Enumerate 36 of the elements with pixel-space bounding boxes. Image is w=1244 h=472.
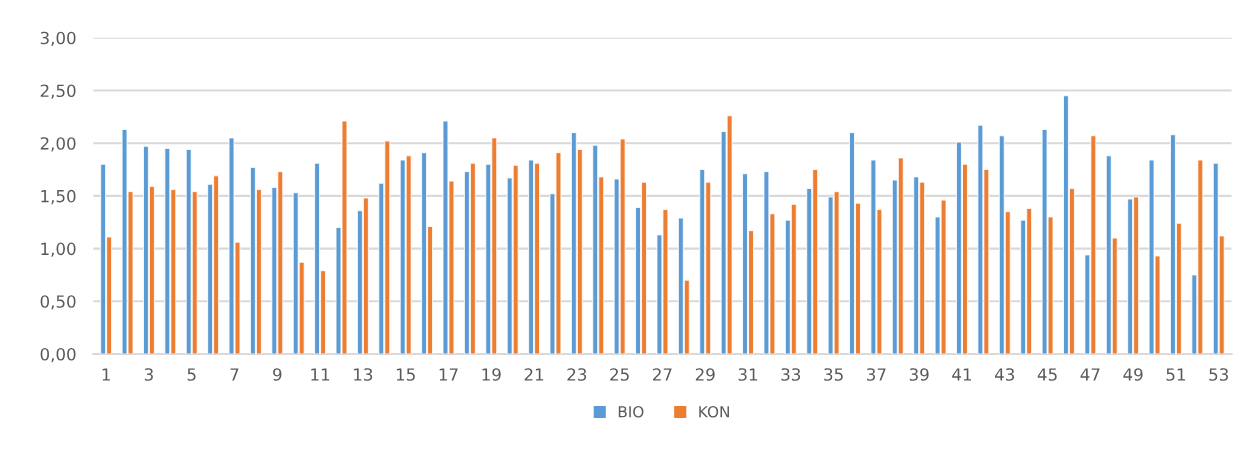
y-tick-label: 1,00 [41, 242, 76, 257]
x-tick-label: 25 [610, 368, 629, 381]
x-tick-label: 43 [994, 368, 1015, 381]
x-tick-label: 23 [567, 368, 587, 381]
x-tick-label: 51 [1166, 368, 1185, 381]
x-tick-label: 13 [354, 368, 373, 381]
x-tick-label: 5 [187, 368, 196, 381]
x-tick-label: 33 [781, 368, 801, 381]
x-tick-label: 17 [439, 368, 458, 381]
y-tick-label: 2,50 [40, 84, 76, 99]
x-tick-label: 15 [396, 368, 415, 381]
y-tick-label: 2,00 [40, 137, 76, 152]
x-tick-label: 27 [653, 368, 672, 381]
legend-label: BIO [618, 405, 644, 418]
x-tick-label: 49 [1123, 368, 1143, 381]
x-tick-label: 47 [1080, 368, 1100, 381]
y-tick-label: 0,50 [40, 295, 76, 310]
legend-label: KON [699, 405, 729, 418]
x-tick-label: 19 [482, 368, 501, 381]
x-tick-label: 9 [273, 368, 282, 381]
x-tick-label: 39 [909, 368, 929, 381]
x-tick-label: 11 [311, 368, 330, 381]
y-tick-label: 0,00 [40, 347, 76, 363]
x-tick-label: 3 [144, 368, 153, 381]
x-tick-label: 53 [1209, 368, 1228, 381]
x-tick-label: 37 [867, 368, 886, 381]
x-tick-label: 31 [738, 368, 758, 381]
x-tick-label: 1 [102, 368, 110, 381]
x-tick-label: 41 [952, 368, 972, 381]
x-tick-label: 7 [230, 368, 239, 381]
x-tick-label: 45 [1037, 368, 1057, 381]
y-tick-label: 3,00 [40, 31, 76, 47]
x-tick-label: 29 [695, 368, 715, 381]
x-tick-label: 35 [824, 368, 843, 381]
y-tick-label: 1,50 [41, 189, 76, 205]
x-tick-label: 21 [524, 368, 544, 381]
